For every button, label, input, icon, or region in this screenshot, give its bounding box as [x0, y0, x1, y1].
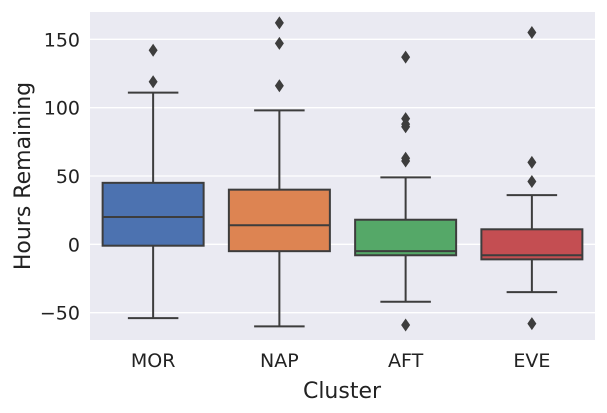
- y-tick-label: 150: [44, 29, 80, 51]
- x-tick-label: EVE: [513, 350, 550, 372]
- outlier-point: [527, 155, 537, 169]
- x-tick-label: AFT: [388, 350, 424, 372]
- box-iqr: [101, 181, 205, 247]
- y-tick-label: 100: [44, 98, 80, 120]
- outlier-point: [401, 318, 411, 332]
- box-iqr: [227, 188, 331, 253]
- outlier-point: [401, 50, 411, 64]
- outlier-point: [527, 26, 537, 39]
- y-tick-label: −50: [40, 303, 80, 325]
- box-eve: [480, 26, 584, 331]
- outlier-point: [401, 151, 411, 165]
- x-axis-ticks: MOR NAP AFT EVE: [131, 350, 551, 372]
- outlier-point: [274, 79, 284, 93]
- outlier-point: [148, 75, 158, 89]
- box-mor: [101, 43, 205, 320]
- y-tick-label: 0: [68, 234, 80, 256]
- y-axis-ticks: −50 0 50 100 150: [40, 29, 80, 324]
- outlier-point: [274, 16, 284, 30]
- outlier-point: [527, 174, 537, 188]
- outlier-point: [527, 317, 537, 331]
- box-aft: [354, 50, 458, 332]
- box-nap: [227, 16, 331, 328]
- x-tick-label: MOR: [131, 350, 176, 372]
- y-axis-label: Hours Remaining: [11, 82, 36, 270]
- outlier-point: [274, 36, 284, 50]
- x-tick-label: NAP: [260, 350, 299, 372]
- box-series: [101, 16, 584, 332]
- box-iqr: [354, 218, 458, 257]
- outlier-point: [401, 112, 411, 126]
- y-tick-label: 50: [56, 166, 80, 188]
- x-axis-label: Cluster: [303, 379, 382, 404]
- outlier-point: [148, 43, 158, 57]
